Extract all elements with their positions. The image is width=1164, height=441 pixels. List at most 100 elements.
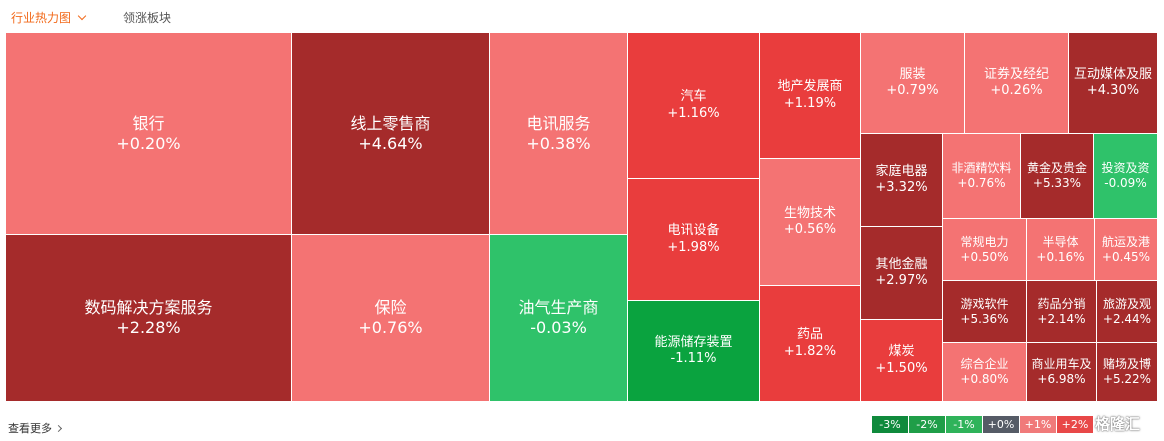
heatmap-cell[interactable]: 家庭电器 +3.32% <box>861 134 943 227</box>
heatmap-cell[interactable]: 汽车 +1.16% <box>628 33 760 179</box>
heatmap-cell[interactable]: 电讯服务 +0.38% <box>490 33 628 235</box>
sector-name: 能源储存装置 <box>654 334 733 350</box>
sector-change: +1.16% <box>667 105 720 121</box>
sector-change: +0.80% <box>960 372 1009 386</box>
heatmap-cell[interactable]: 银行 +0.20% <box>6 33 292 235</box>
heatmap-cell[interactable]: 赌场及博 +5.22% <box>1097 343 1158 402</box>
sector-name: 常规电力 <box>960 234 1009 249</box>
sector-change: +0.76% <box>957 176 1006 190</box>
heatmap-cell[interactable]: 药品分销 +2.14% <box>1027 281 1097 343</box>
heatmap-cell[interactable]: 旅游及观 +2.44% <box>1097 281 1158 343</box>
sector-change: +0.16% <box>1036 249 1085 264</box>
legend-swatch: +0% <box>983 416 1020 433</box>
sector-change: +4.64% <box>358 133 423 153</box>
heatmap-cell[interactable]: 航运及港 +0.45% <box>1095 219 1158 281</box>
heatmap-cell[interactable]: 煤炭 +1.50% <box>861 320 943 402</box>
sector-name: 服装 <box>899 66 926 82</box>
footer: 查看更多 -3% -2% -1% +0% +1% +2% 格隆汇 <box>0 402 1164 441</box>
sector-change: +0.45% <box>1101 249 1151 264</box>
sector-name: 油气生产商 <box>518 298 599 317</box>
heatmap-cell[interactable]: 油气生产商 -0.03% <box>490 235 628 402</box>
sector-name: 线上零售商 <box>350 113 431 133</box>
heatmap-cell[interactable]: 线上零售商 +4.64% <box>292 33 490 235</box>
heatmap-cell[interactable]: 综合企业 +0.80% <box>943 343 1027 402</box>
sector-name: 银行 <box>132 113 165 133</box>
sector-name: 商业用车及 <box>1031 357 1092 371</box>
sector-change: +2.44% <box>1102 311 1152 326</box>
sector-name: 航运及港 <box>1101 234 1150 249</box>
legend-swatch: -3% <box>872 416 909 433</box>
heatmap-cell[interactable]: 数码解决方案服务 +2.28% <box>6 235 292 402</box>
heatmap-cell[interactable]: 能源储存装置 -1.11% <box>628 301 760 402</box>
legend-swatch: +2% <box>1057 416 1094 433</box>
heatmap-cell[interactable]: 电讯设备 +1.98% <box>628 179 760 301</box>
heatmap-cell[interactable]: 地产发展商 +1.19% <box>760 33 861 159</box>
sector-change: +0.26% <box>990 83 1043 98</box>
sector-change: +5.36% <box>960 311 1009 326</box>
sector-name: 数码解决方案服务 <box>84 298 213 317</box>
sector-change: +1.82% <box>783 343 837 359</box>
legend-swatch: +1% <box>1020 416 1057 433</box>
sector-change: +0.79% <box>886 83 939 98</box>
heatmap-cell[interactable]: 半导体 +0.16% <box>1027 219 1095 281</box>
heatmap-cell[interactable]: 商业用车及 +6.98% <box>1027 343 1097 402</box>
sector-name: 证券及经纪 <box>983 66 1049 82</box>
sector-change: +5.33% <box>1032 176 1082 190</box>
chevron-down-icon <box>77 11 87 21</box>
sector-change: +3.32% <box>875 180 928 195</box>
sector-change: +6.98% <box>1037 372 1086 386</box>
sector-name: 家庭电器 <box>875 163 928 179</box>
watermark-logo: 格隆汇 <box>1095 415 1141 433</box>
sector-change: -0.03% <box>530 318 587 337</box>
heatmap-cell[interactable]: 互动媒体及服 +4.30% <box>1069 33 1158 134</box>
chevron-right-icon <box>54 424 63 433</box>
heatmap-cell[interactable]: 保险 +0.76% <box>292 235 490 402</box>
heatmap-cell[interactable]: 证券及经纪 +0.26% <box>965 33 1069 134</box>
heatmap-cell[interactable]: 游戏软件 +5.36% <box>943 281 1027 343</box>
sector-name: 电讯服务 <box>526 113 591 133</box>
sector-name: 半导体 <box>1042 234 1079 249</box>
view-more-link[interactable]: 查看更多 <box>8 420 63 436</box>
tab-industry-heatmap-label: 行业热力图 <box>11 11 72 25</box>
sector-name: 投资及资 <box>1101 161 1150 175</box>
sector-change: +0.50% <box>960 249 1009 264</box>
sector-name: 综合企业 <box>960 357 1009 371</box>
sector-change: +1.98% <box>667 239 720 255</box>
heatmap-cell[interactable]: 生物技术 +0.56% <box>760 159 861 286</box>
sector-name: 电讯设备 <box>667 223 720 239</box>
sector-change: +1.19% <box>783 95 837 111</box>
sector-change: +5.22% <box>1102 372 1152 386</box>
sector-change: +0.38% <box>526 133 591 153</box>
sector-change: +4.30% <box>1086 83 1140 98</box>
heatmap-cell[interactable]: 常规电力 +0.50% <box>943 219 1027 281</box>
sector-name: 地产发展商 <box>777 79 843 95</box>
sector-name: 黄金及贵金 <box>1026 161 1087 175</box>
sector-change: +0.56% <box>783 222 837 237</box>
heatmap-cell[interactable]: 非酒精饮料 +0.76% <box>943 134 1021 219</box>
sector-change: +2.97% <box>875 273 928 288</box>
tab-bar: 行业热力图 领涨板块 <box>0 0 1164 33</box>
legend-swatch: -1% <box>946 416 983 433</box>
sector-name: 游戏软件 <box>960 296 1009 311</box>
sector-name: 煤炭 <box>888 344 915 360</box>
sector-name: 保险 <box>374 298 407 317</box>
sector-change: +0.20% <box>116 133 181 153</box>
view-more-label: 查看更多 <box>8 422 52 435</box>
heatmap-cell[interactable]: 药品 +1.82% <box>760 286 861 402</box>
heatmap-cell[interactable]: 其他金融 +2.97% <box>861 227 943 320</box>
heatmap-cell[interactable]: 投资及资 -0.09% <box>1094 134 1158 219</box>
sector-name: 生物技术 <box>783 205 836 221</box>
sector-name: 药品 <box>796 327 823 343</box>
sector-name: 赌场及博 <box>1102 357 1151 371</box>
sector-change: +1.50% <box>875 360 928 376</box>
color-legend: -3% -2% -1% +0% +1% +2% <box>872 416 1094 433</box>
tab-leading-sectors[interactable]: 领涨板块 <box>123 11 172 25</box>
sector-name: 汽车 <box>680 89 707 105</box>
tab-industry-heatmap[interactable]: 行业热力图 <box>11 11 87 25</box>
heatmap-cell[interactable]: 服装 +0.79% <box>861 33 965 134</box>
sector-name: 互动媒体及服 <box>1073 66 1152 82</box>
sector-name: 旅游及观 <box>1102 296 1151 311</box>
heatmap-cell[interactable]: 黄金及贵金 +5.33% <box>1021 134 1094 219</box>
sector-name: 非酒精饮料 <box>951 161 1012 175</box>
sector-change: +0.76% <box>358 318 423 337</box>
